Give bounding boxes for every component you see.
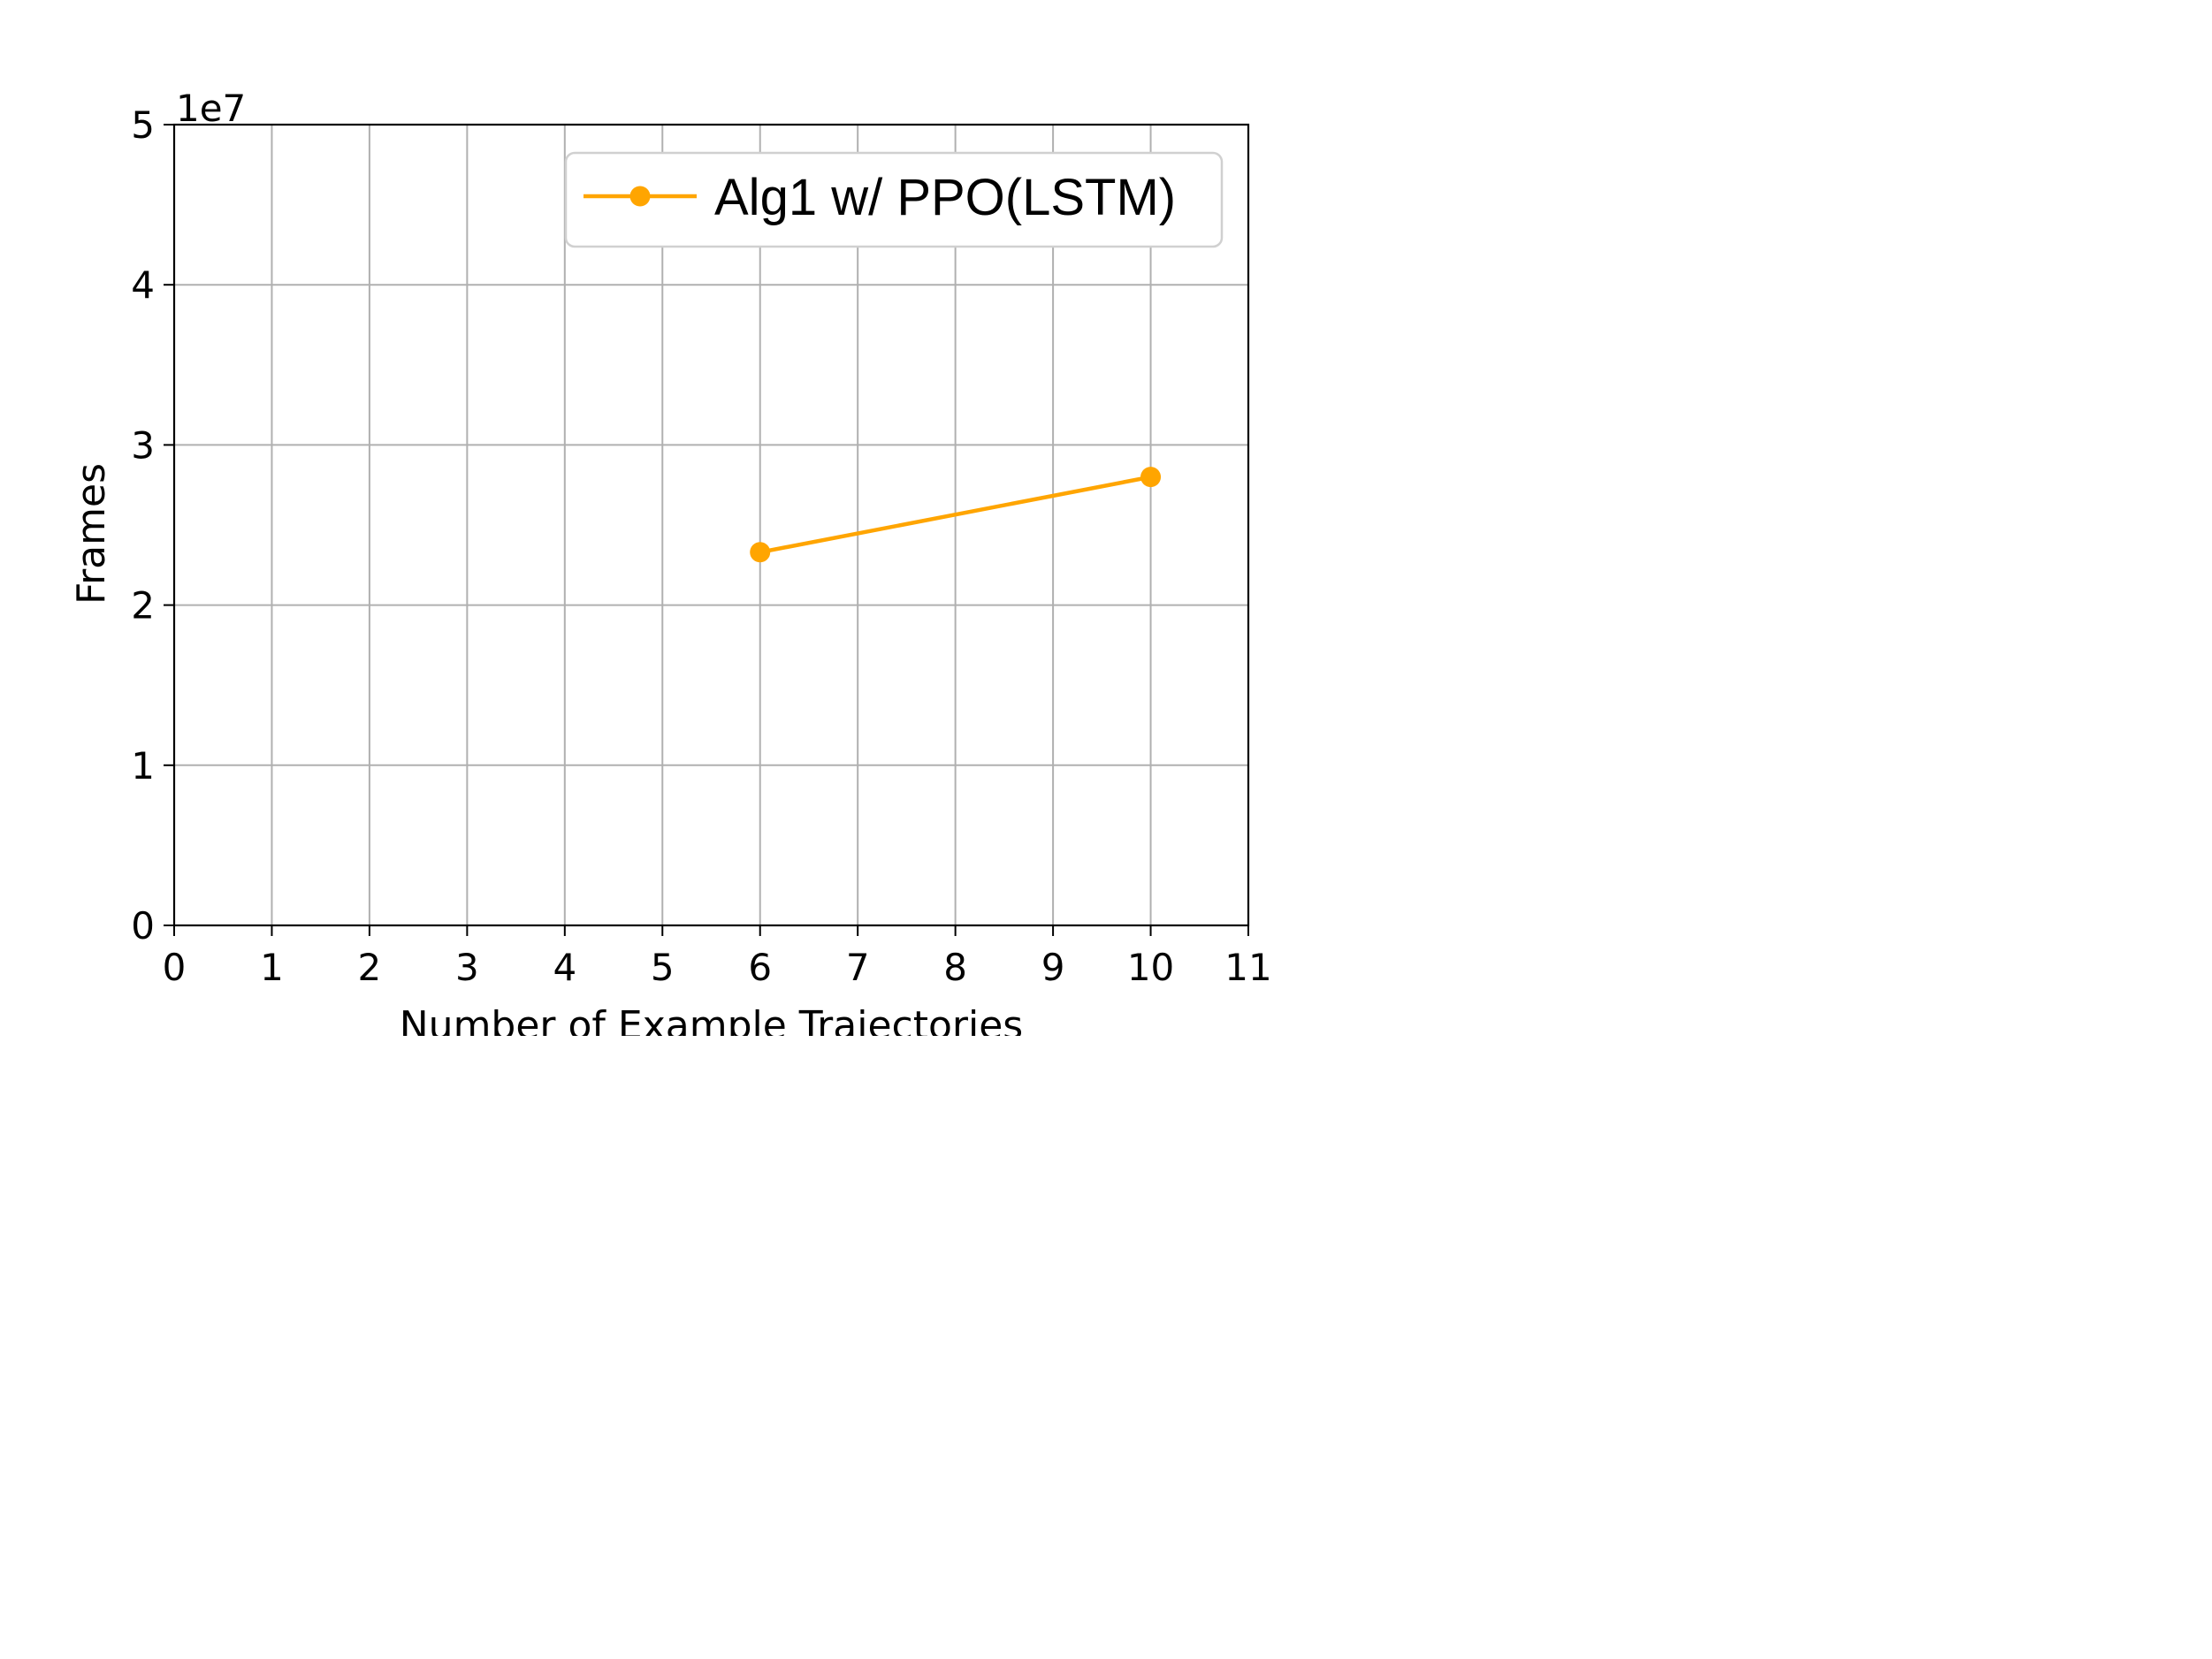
series-line	[759, 475, 1151, 555]
x-tick-label: 4	[553, 946, 576, 989]
x-tick-label: 6	[748, 946, 772, 989]
legend-label: Alg1 w/ PPO(LSTM)	[714, 169, 1176, 226]
y-axis-ticks: 0 1 2 3 4 5	[131, 103, 174, 947]
legend: Alg1 w/ PPO(LSTM)	[564, 151, 1224, 248]
data-point	[750, 542, 771, 563]
x-tick-label: 5	[651, 946, 675, 989]
x-tick-label: 0	[163, 946, 187, 989]
legend-marker	[629, 186, 651, 207]
x-tick-label: 10	[1127, 946, 1174, 989]
x-tick-label: 1	[260, 946, 284, 989]
x-tick-label: 9	[1041, 946, 1065, 989]
x-tick-label: 3	[455, 946, 479, 989]
data-point	[1140, 467, 1162, 488]
x-axis-ticks: 0 1 2 3 4 5 6 7 8 9 10 11	[163, 925, 1272, 989]
legend-box	[564, 151, 1224, 248]
x-tick-label: 11	[1224, 946, 1271, 989]
y-axis-offset-label: 1e7	[176, 87, 246, 130]
x-axis-label: Number of Example Trajectories	[400, 1003, 1023, 1036]
x-tick-label: 7	[846, 946, 870, 989]
chart: 0 1 2 3 4 5 6 7 8 9 10 11 0 1 2 3 4 5 1e7 Number of Exam…	[69, 87, 1272, 1036]
y-tick-label: 3	[131, 423, 155, 467]
x-tick-label: 8	[943, 946, 967, 989]
y-tick-label: 1	[131, 744, 155, 788]
plot-frame	[172, 123, 1250, 927]
y-tick-label: 4	[131, 263, 155, 307]
series-layer	[750, 467, 1162, 563]
y-tick-label: 0	[131, 904, 155, 947]
y-tick-label: 2	[131, 584, 155, 628]
y-tick-label: 5	[131, 103, 155, 147]
x-tick-label: 2	[358, 946, 382, 989]
y-axis-label: Frames	[69, 463, 114, 605]
